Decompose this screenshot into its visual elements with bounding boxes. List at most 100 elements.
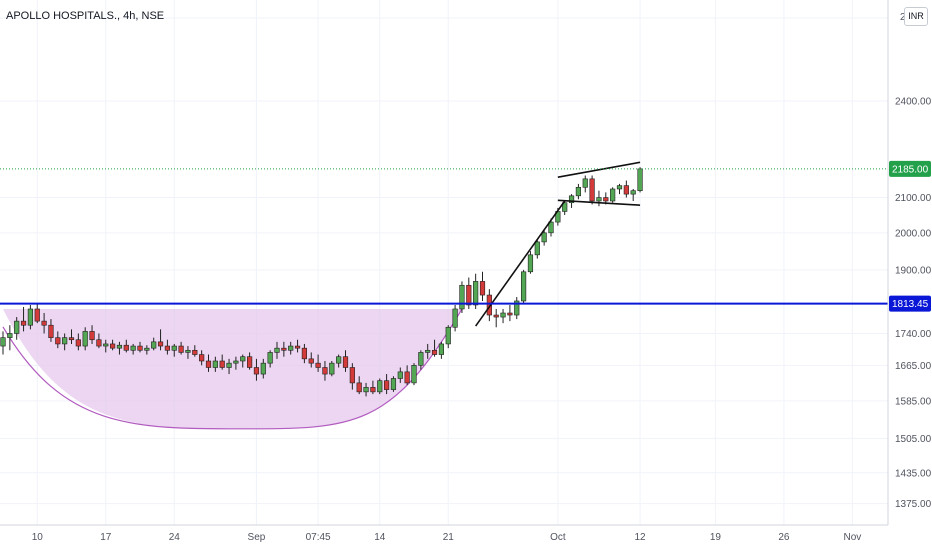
candle-up[interactable] [151, 337, 157, 351]
candle-down[interactable] [157, 329, 164, 351]
candle-up[interactable] [397, 367, 403, 383]
candle-down[interactable] [253, 358, 260, 381]
candle-down[interactable] [137, 341, 143, 353]
candle-up[interactable] [582, 175, 588, 193]
candle-down[interactable] [431, 339, 438, 357]
candle-down[interactable] [308, 352, 314, 368]
candle-up[interactable] [418, 350, 424, 370]
candle-up[interactable] [390, 376, 397, 392]
candle-body [192, 349, 198, 355]
candle-up[interactable] [520, 269, 527, 303]
candle-down[interactable] [199, 350, 205, 366]
candle-up[interactable] [130, 343, 136, 355]
candle-up[interactable] [185, 346, 191, 359]
candle-up[interactable] [616, 183, 623, 195]
candle-down[interactable] [623, 180, 629, 198]
candle-down[interactable] [20, 306, 27, 332]
candle-down[interactable] [383, 374, 390, 395]
candle-down[interactable] [55, 331, 61, 349]
candle-down[interactable] [404, 365, 410, 386]
candle-up[interactable] [534, 240, 540, 259]
candle-up[interactable] [116, 341, 123, 355]
candle-up[interactable] [596, 190, 602, 207]
candle-down[interactable] [294, 339, 301, 353]
candle-up[interactable] [82, 327, 88, 351]
candle-body [219, 360, 225, 368]
candle-up[interactable] [500, 308, 506, 324]
candle-up[interactable] [445, 325, 451, 349]
candle-up[interactable] [336, 354, 342, 368]
candle-up[interactable] [62, 333, 68, 351]
candle-up[interactable] [274, 341, 280, 359]
candle-up[interactable] [103, 339, 109, 353]
candle-up[interactable] [363, 382, 369, 397]
candle-up[interactable] [562, 200, 568, 215]
candle-down[interactable] [507, 304, 513, 322]
candle-up[interactable] [630, 188, 636, 201]
candle-down[interactable] [301, 343, 308, 364]
candle-down[interactable] [486, 289, 492, 322]
candle-up[interactable] [7, 325, 13, 351]
candle-up[interactable] [459, 281, 465, 314]
candle-down[interactable] [322, 361, 328, 381]
candle-up[interactable] [527, 251, 534, 274]
candle-down[interactable] [315, 354, 321, 372]
price-axis[interactable]: 2 2400.00 2100.00 2000.00 1900.00 1740.00 1665… [887, 0, 932, 525]
candle-down[interactable] [205, 354, 212, 372]
candle-down[interactable] [48, 319, 54, 342]
candle-up[interactable] [452, 304, 458, 332]
candle-down[interactable] [75, 333, 81, 351]
candle-up[interactable] [329, 361, 335, 377]
pole-trend-line[interactable] [474, 200, 566, 327]
candle-up[interactable] [212, 356, 218, 372]
candle-down[interactable] [342, 350, 349, 372]
candle-up[interactable] [637, 167, 643, 193]
candle-down[interactable] [281, 341, 287, 357]
candle-up[interactable] [541, 229, 547, 246]
candle-down[interactable] [493, 308, 499, 328]
candle-down[interactable] [178, 341, 184, 355]
candle-up[interactable] [0, 331, 6, 355]
currency-badge[interactable]: INR [904, 7, 928, 26]
candle-down[interactable] [370, 380, 376, 395]
candle-up[interactable] [144, 345, 150, 355]
candle-up[interactable] [27, 304, 34, 330]
candle-down[interactable] [96, 333, 102, 349]
candle-up[interactable] [514, 297, 520, 320]
candle-up[interactable] [226, 358, 232, 375]
candle-up[interactable] [288, 341, 294, 355]
candle-down[interactable] [219, 354, 225, 370]
candle-body [240, 356, 246, 362]
candle-up[interactable] [438, 341, 445, 359]
flag-upper-line[interactable] [557, 161, 641, 178]
candle-up[interactable] [411, 363, 417, 386]
candle-up[interactable] [260, 358, 266, 379]
candle-up[interactable] [171, 343, 177, 357]
candle-down[interactable] [589, 175, 595, 205]
candle-down[interactable] [123, 339, 129, 353]
candle-down[interactable] [68, 329, 75, 344]
candle-down[interactable] [247, 352, 253, 370]
candle-up[interactable] [610, 187, 616, 203]
candle-down[interactable] [89, 325, 95, 344]
candle-down[interactable] [164, 339, 171, 355]
candle-body [342, 356, 349, 368]
candle-up[interactable] [425, 343, 431, 359]
candle-up[interactable] [240, 354, 246, 368]
candle-up[interactable] [233, 356, 239, 370]
candle-down[interactable] [356, 376, 362, 395]
candle-down[interactable] [41, 313, 47, 334]
candle-down[interactable] [349, 363, 355, 390]
candle-up[interactable] [14, 317, 20, 340]
flag-lower-line[interactable] [557, 199, 641, 206]
candle-down[interactable] [110, 339, 116, 351]
price-axis-label: 2100.00 [895, 193, 932, 204]
candle-down[interactable] [34, 302, 40, 324]
candle-up[interactable] [575, 183, 581, 200]
candle-down[interactable] [479, 271, 486, 301]
time-axis[interactable]: 10 17 24 Sep 07:45 14 21 Oct 12 19 26 Nov [0, 524, 888, 543]
candle-down[interactable] [192, 345, 198, 357]
candle-up[interactable] [377, 378, 383, 395]
candle-up[interactable] [267, 350, 273, 368]
